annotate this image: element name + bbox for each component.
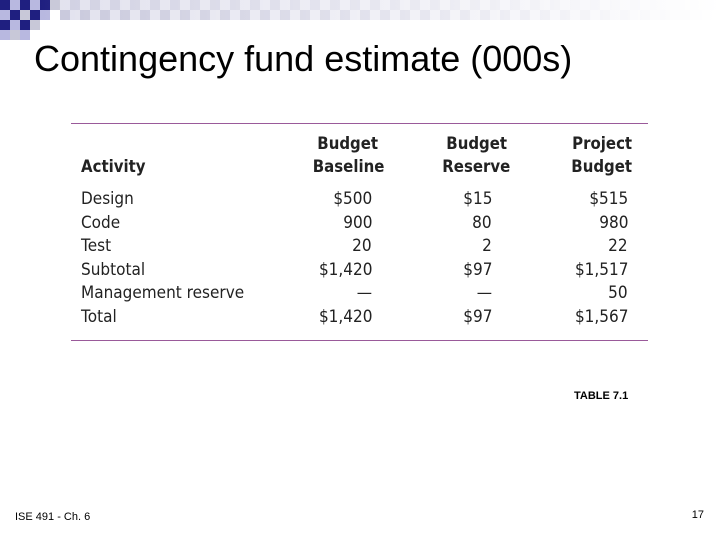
cell-project: $1,517 — [574, 259, 628, 280]
header-baseline-line2: Baseline — [312, 157, 384, 177]
cell-baseline: $1,420 — [318, 306, 372, 327]
header-reserve-line1: Budget — [446, 134, 507, 154]
cell-project: $515 — [589, 189, 628, 209]
header-baseline-line1: Budget — [317, 134, 378, 154]
cell-activity: Design — [81, 189, 134, 209]
cell-baseline: 20 — [352, 236, 372, 256]
header-reserve-line2: Reserve — [442, 157, 510, 177]
cell-project: 50 — [608, 283, 628, 303]
cell-project: 980 — [598, 212, 628, 233]
cell-baseline: $1,420 — [318, 259, 372, 280]
cell-baseline: — — [356, 283, 372, 303]
cell-activity: Subtotal — [81, 259, 146, 280]
header-activity: Activity — [81, 157, 146, 177]
header-project-line2: Budget — [571, 157, 632, 177]
slide-title: Contingency fund estimate (000s) — [34, 38, 573, 79]
header-project-line1: Project — [572, 134, 632, 154]
cell-baseline: $500 — [333, 189, 372, 209]
cell-project: $1,567 — [574, 306, 628, 327]
cell-project: 22 — [608, 236, 628, 256]
budget-table: Activity Budget Baseline Budget Reserve … — [71, 123, 648, 341]
page-number: 17 — [691, 509, 704, 521]
cell-reserve: — — [476, 283, 492, 303]
cell-reserve: 80 — [472, 212, 492, 233]
cell-reserve: $15 — [462, 189, 492, 209]
table-caption: TABLE 7.1 — [574, 390, 629, 402]
cell-reserve: $97 — [462, 306, 492, 327]
cell-activity: Total — [81, 306, 117, 327]
footer-course-label: ISE 491 - Ch. 6 — [15, 511, 91, 523]
cell-reserve: 2 — [482, 236, 492, 256]
cell-baseline: 900 — [342, 212, 372, 233]
cell-activity: Management reserve — [81, 283, 245, 303]
cell-reserve: $97 — [462, 259, 492, 280]
cell-activity: Test — [81, 236, 112, 256]
header-band — [0, 0, 720, 40]
cell-activity: Code — [81, 212, 121, 233]
